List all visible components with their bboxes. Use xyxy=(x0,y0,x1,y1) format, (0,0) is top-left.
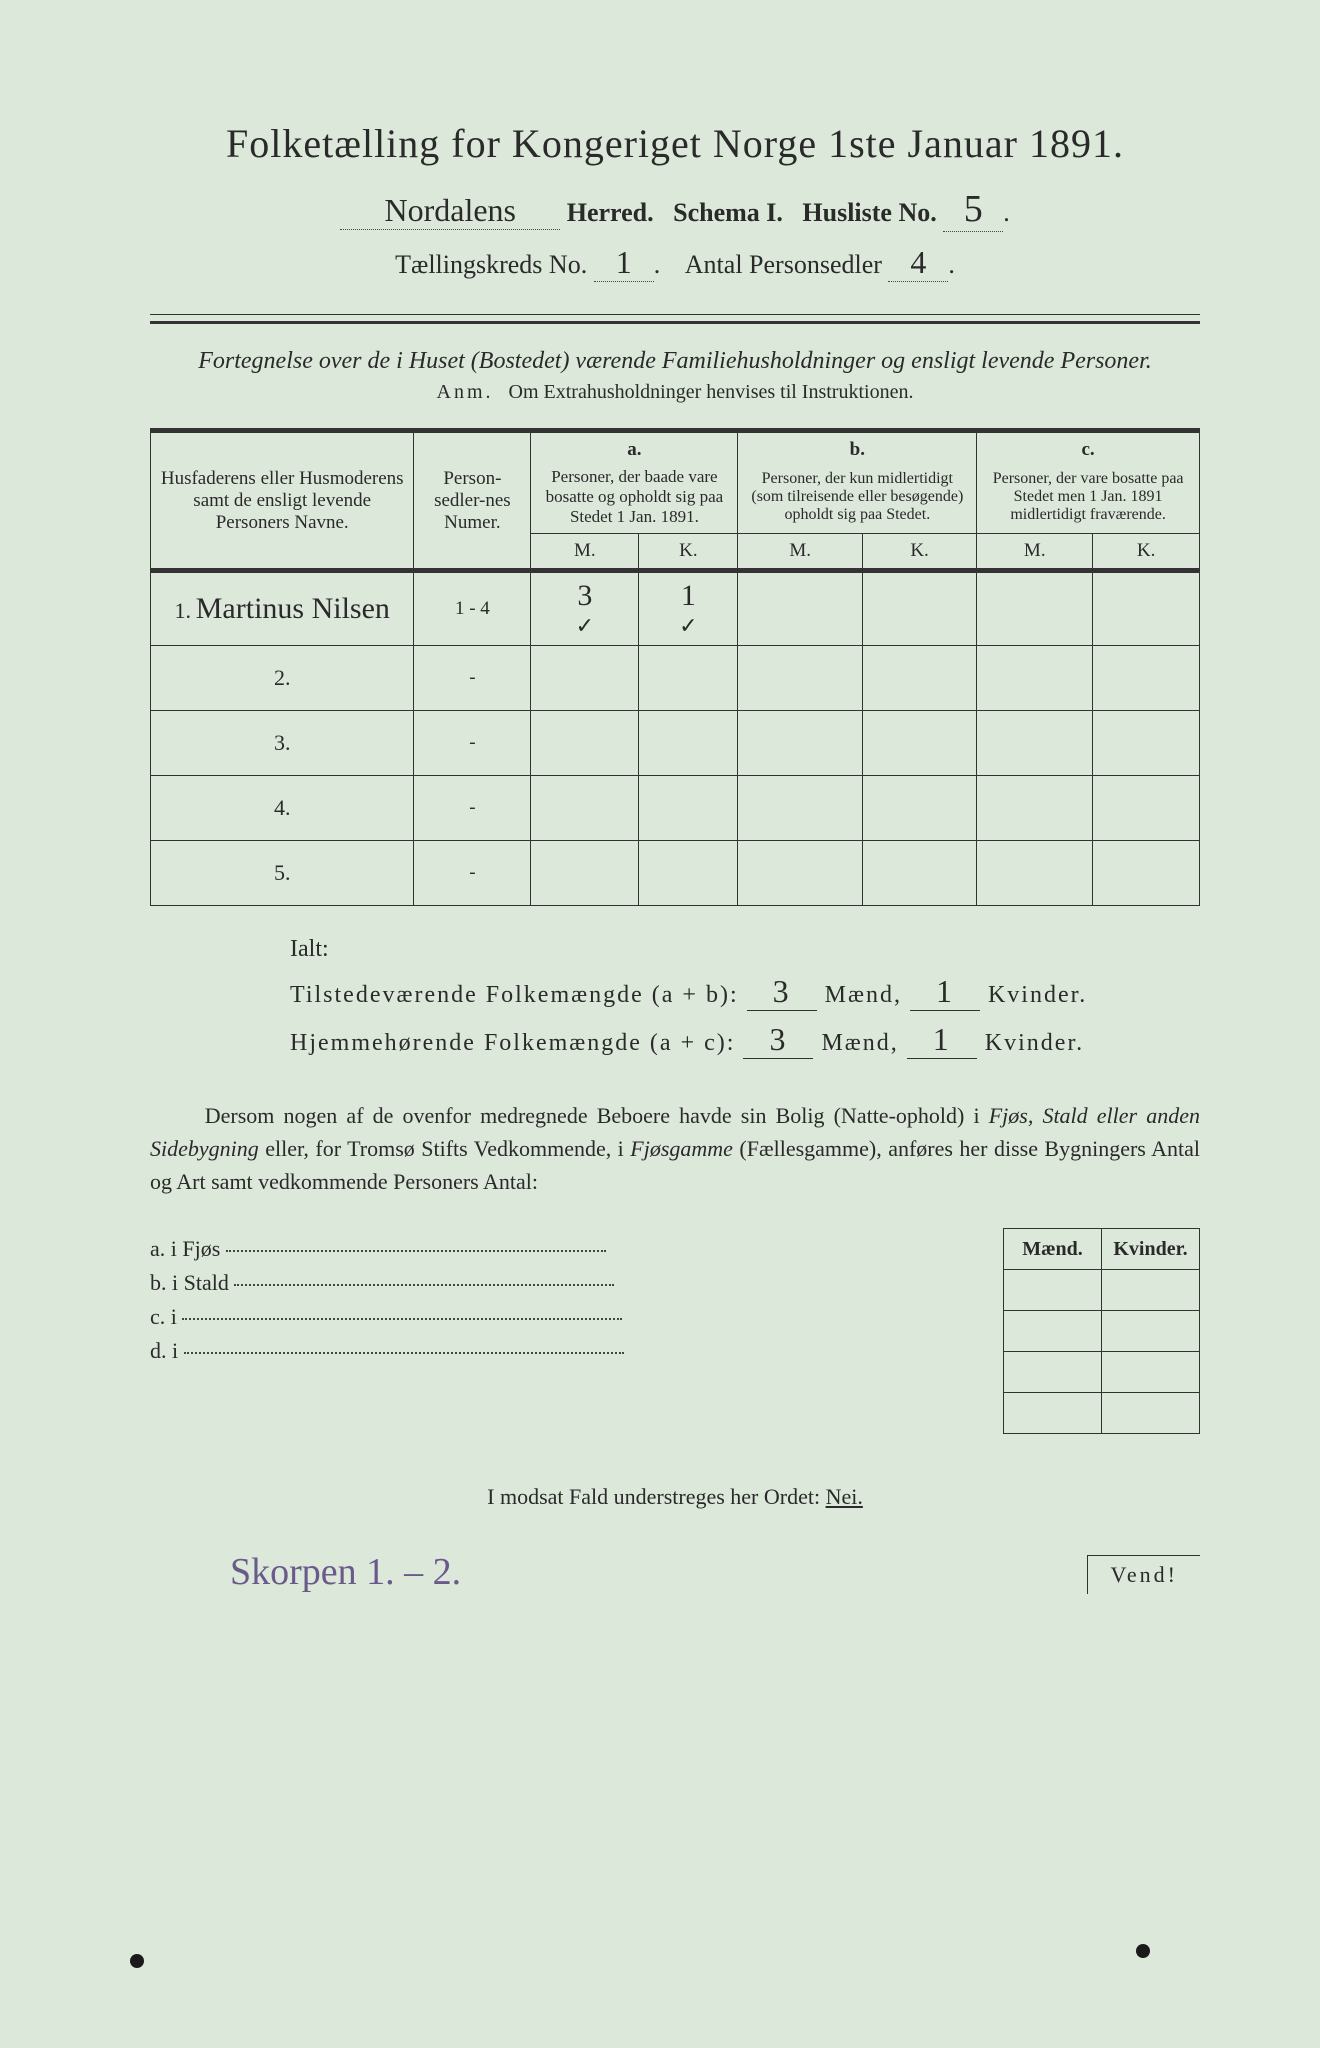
check-icon: ✓ xyxy=(576,613,594,638)
ialt-line-2: Hjemmehørende Folkemængde (a + c): 3 Mæn… xyxy=(290,1021,1200,1059)
page-title: Folketælling for Kongeriget Norge 1ste J… xyxy=(150,120,1200,167)
nei-line: I modsat Fald understreges her Ordet: Ne… xyxy=(150,1484,1200,1510)
rule-divider xyxy=(150,314,1200,315)
col-a-text: Personer, der baade vare bosatte og opho… xyxy=(531,461,738,534)
row-num: 3. xyxy=(274,730,291,755)
col-c-m: M. xyxy=(977,534,1093,571)
check-icon: ✓ xyxy=(679,613,697,638)
anm-line: Anm. Om Extrahusholdninger henvises til … xyxy=(150,381,1200,404)
anm-text: Om Extrahusholdninger henvises til Instr… xyxy=(509,381,914,403)
row-name: Martinus Nilsen xyxy=(196,592,390,625)
schema-label: Schema I. xyxy=(673,198,783,227)
col-c-text: Personer, der vare bosatte paa Stedet me… xyxy=(977,461,1200,534)
table-row: 5. - xyxy=(151,841,1200,906)
col-b-m: M. xyxy=(738,534,862,571)
ialt-label: Ialt: xyxy=(290,936,1200,963)
col-b-text: Personer, der kun midlertidigt (som tilr… xyxy=(738,461,977,534)
ialt-v1k: 1 xyxy=(936,973,954,1010)
fortegnelse-text: Fortegnelse over de i Huset (Bostedet) v… xyxy=(150,348,1200,375)
row-num: 4. xyxy=(274,795,291,820)
col-num-header: Person-sedler-nes Numer. xyxy=(414,431,531,571)
table-row: 3. - xyxy=(151,711,1200,776)
col-c-k: K. xyxy=(1093,534,1200,571)
col-b-label: b. xyxy=(738,431,977,462)
table-row: 2. - xyxy=(151,646,1200,711)
row-personsedler: - xyxy=(414,646,531,711)
col-a-k: K. xyxy=(639,534,738,571)
census-table: Husfaderens eller Husmoderens samt de en… xyxy=(150,428,1200,906)
col-names-header: Husfaderens eller Husmoderens samt de en… xyxy=(151,431,414,571)
mk-k-header: Kvinder. xyxy=(1102,1229,1200,1270)
row-c-k xyxy=(1093,571,1200,646)
row-personsedler: - xyxy=(414,841,531,906)
husliste-label: Husliste No. xyxy=(802,198,936,227)
side-b: b. i Stald xyxy=(150,1270,229,1295)
mk-table: Mænd.Kvinder. xyxy=(1003,1228,1200,1434)
husliste-value: 5 xyxy=(964,187,983,231)
col-b-k: K. xyxy=(862,534,976,571)
row-personsedler: - xyxy=(414,711,531,776)
vend-box: Vend! xyxy=(1087,1555,1200,1594)
row-b-m xyxy=(738,571,862,646)
ialt-v2m: 3 xyxy=(769,1021,787,1058)
row-num: 1. xyxy=(175,598,192,623)
row-personsedler: - xyxy=(414,776,531,841)
personsedler-label: Antal Personsedler xyxy=(685,250,882,279)
row-a-m: 3 xyxy=(577,579,592,612)
row-personsedler: 1 - 4 xyxy=(414,571,531,646)
row-num: 2. xyxy=(274,665,291,690)
header-line-2: Tællingskreds No. 1. Antal Personsedler … xyxy=(150,244,1200,282)
kreds-value: 1 xyxy=(616,244,632,281)
row-b-k xyxy=(862,571,976,646)
side-building-paragraph: Dersom nogen af de ovenfor medregnede Be… xyxy=(150,1099,1200,1198)
side-d: d. i xyxy=(150,1338,178,1363)
table-row: 4. - xyxy=(151,776,1200,841)
row-a-k: 1 xyxy=(681,579,696,612)
row-num: 5. xyxy=(274,860,291,885)
herred-label: Herred. xyxy=(567,198,654,227)
nei-word: Nei. xyxy=(826,1484,863,1509)
row-c-m xyxy=(977,571,1093,646)
punch-hole-icon xyxy=(1136,1944,1150,1958)
herred-value: Nordalens xyxy=(384,192,516,229)
col-c-label: c. xyxy=(977,431,1200,462)
kreds-label: Tællingskreds No. xyxy=(395,250,587,279)
side-c: c. i xyxy=(150,1304,177,1329)
anm-prefix: Anm. xyxy=(437,381,494,403)
rule-divider-thick xyxy=(150,321,1200,324)
header-line-1: Nordalens Herred. Schema I. Husliste No.… xyxy=(150,187,1200,232)
side-building-list: a. i Fjøs b. i Stald c. i d. i xyxy=(150,1228,983,1434)
footer-handwriting: Skorpen 1. – 2. xyxy=(230,1550,461,1594)
side-a: a. i Fjøs xyxy=(150,1236,220,1261)
col-a-label: a. xyxy=(531,431,738,462)
ialt-line-1: Tilstedeværende Folkemængde (a + b): 3 M… xyxy=(290,973,1200,1011)
table-row: 1. Martinus Nilsen 1 - 4 3✓ 1✓ xyxy=(151,571,1200,646)
col-a-m: M. xyxy=(531,534,639,571)
personsedler-value: 4 xyxy=(910,244,926,281)
mk-m-header: Mænd. xyxy=(1004,1229,1102,1270)
ialt-v2k: 1 xyxy=(933,1021,951,1058)
ialt-v1m: 3 xyxy=(773,973,791,1010)
punch-hole-icon xyxy=(130,1954,144,1968)
